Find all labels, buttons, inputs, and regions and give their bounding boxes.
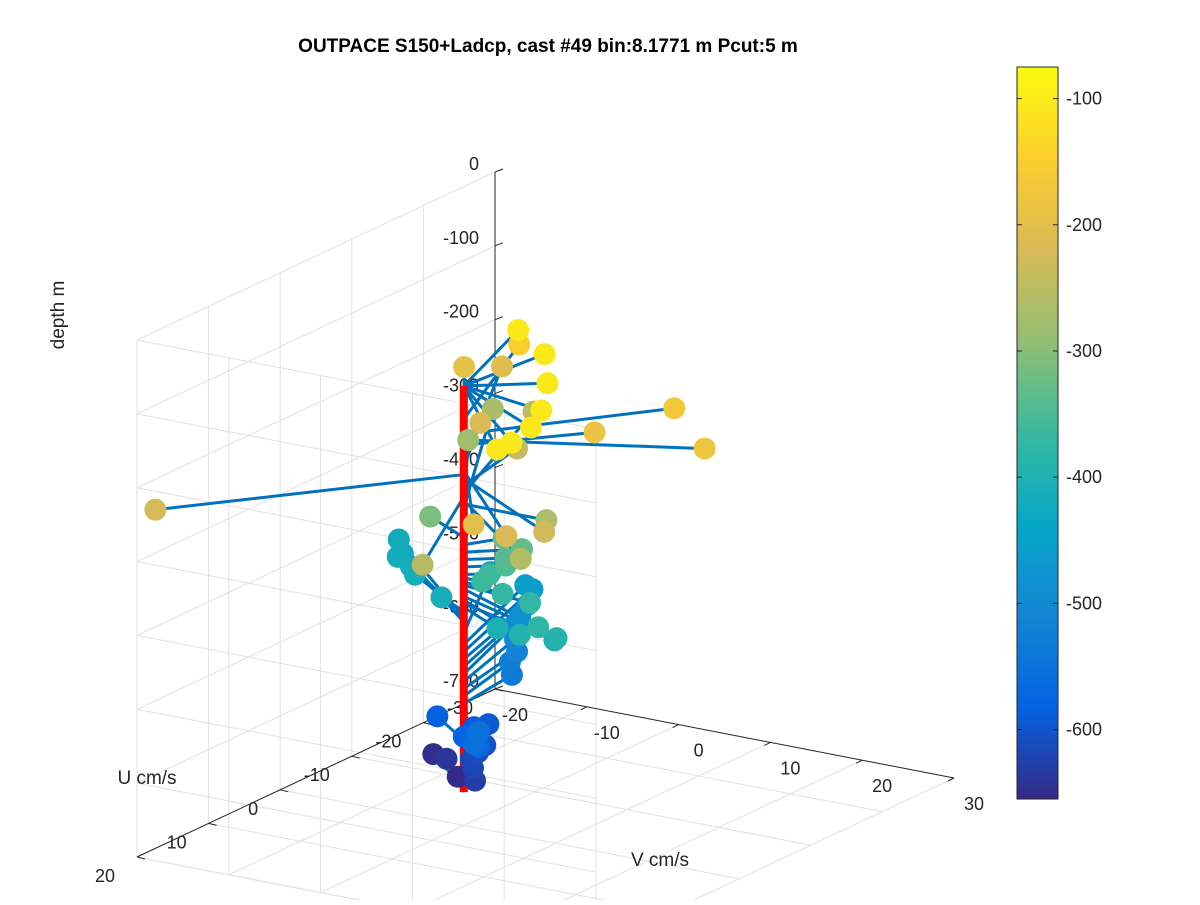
y-tick-label: -20	[375, 732, 401, 752]
data-point	[507, 319, 529, 341]
z-tick	[495, 169, 503, 172]
x-tick-label: 10	[780, 758, 800, 778]
colorbar-tick-label: -600	[1066, 720, 1102, 740]
x-axis-label: V cm/s	[631, 850, 689, 871]
grid-line	[137, 320, 495, 488]
x-tick-label: 30	[964, 794, 984, 814]
grid-line	[137, 857, 596, 900]
colorbar: -100 -200 -300 -400 -500 -600	[1017, 67, 1102, 799]
data-point	[527, 616, 549, 638]
z-tick	[495, 464, 503, 467]
data-point	[492, 583, 514, 605]
grid-line	[321, 725, 679, 893]
data-point	[534, 343, 556, 365]
grid-line	[596, 778, 954, 900]
z-tick	[495, 391, 503, 394]
data-point	[533, 521, 555, 543]
data-point	[144, 499, 166, 521]
z-tick-label: -100	[443, 228, 479, 248]
z-axis-label: depth m	[48, 281, 69, 350]
x-axis-line	[495, 689, 954, 778]
data-point	[491, 355, 513, 377]
data-point	[436, 748, 458, 770]
z-tick-label: 0	[469, 154, 479, 174]
data-point	[463, 514, 485, 536]
grid-line	[352, 756, 811, 845]
grid-line	[137, 172, 495, 340]
x-tick	[673, 725, 679, 728]
data-point	[495, 525, 517, 547]
colorbar-tick-label: -400	[1066, 467, 1102, 487]
colorbar-tick-label: -300	[1066, 341, 1102, 361]
grid-line	[137, 783, 596, 872]
data-point	[519, 592, 541, 614]
x-tick	[856, 760, 862, 763]
x-tick	[764, 742, 770, 745]
data-point	[546, 627, 568, 649]
grid-line	[209, 823, 668, 900]
y-tick-label: -10	[304, 765, 330, 785]
data-point	[412, 554, 434, 576]
y-tick-label: 10	[167, 832, 187, 852]
chart-title: OUTPACE S150+Ladcp, cast #49 bin:8.1771 …	[298, 36, 798, 57]
x-tick	[581, 707, 587, 710]
data-point	[663, 397, 685, 419]
y-tick-label: 0	[248, 799, 258, 819]
data-point	[694, 438, 716, 460]
z-tick-label: -200	[443, 302, 479, 322]
data-point	[419, 506, 441, 528]
x-tick-label: -20	[502, 705, 528, 725]
data-point	[468, 721, 490, 743]
colorbar-tick-label: -200	[1066, 215, 1102, 235]
colorbar-tick-label: -100	[1066, 89, 1102, 109]
data-point	[430, 586, 452, 608]
x-tick-label: 20	[872, 776, 892, 796]
data-point	[469, 412, 491, 434]
data-point	[426, 705, 448, 727]
data-point	[537, 372, 559, 394]
x-tick-label: -10	[594, 723, 620, 743]
grid-line	[137, 857, 596, 900]
data-point	[453, 356, 475, 378]
z-tick	[495, 317, 503, 320]
y-tick-label: 20	[95, 866, 115, 886]
grid-line	[137, 246, 495, 414]
z-tick	[495, 686, 503, 689]
data-point	[510, 548, 532, 570]
z-tick	[495, 243, 503, 246]
data-point	[486, 438, 508, 460]
data-point	[584, 421, 606, 443]
x-tick-label: 0	[694, 741, 704, 761]
grid-line	[137, 541, 495, 709]
colorbar-gradient	[1017, 67, 1058, 799]
x-tick	[948, 778, 954, 781]
y-axis-label: U cm/s	[117, 768, 176, 789]
data-point	[520, 416, 542, 438]
data-point	[486, 617, 508, 639]
grid-line	[423, 723, 882, 812]
stem	[155, 475, 463, 510]
colorbar-tick-label: -500	[1066, 593, 1102, 613]
